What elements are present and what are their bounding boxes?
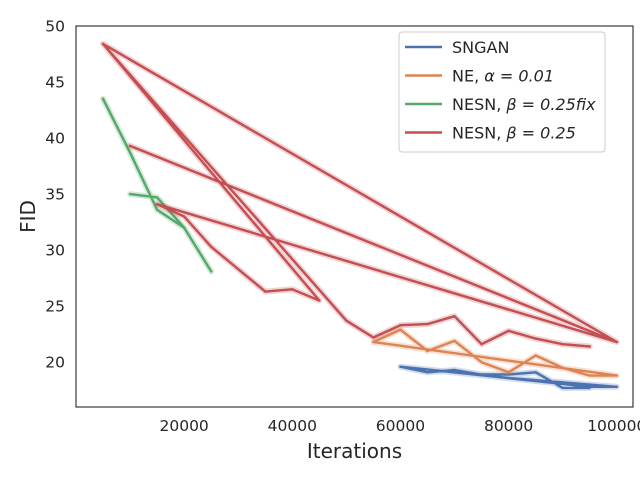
data-point: [399, 324, 402, 327]
data-point: [399, 365, 402, 368]
data-point: [561, 382, 564, 385]
data-point: [426, 349, 429, 353]
data-point: [615, 374, 618, 377]
data-point: [318, 299, 321, 302]
x-tick-label: 40000: [268, 417, 317, 435]
data-point: [453, 315, 456, 318]
data-point: [588, 345, 591, 348]
data-point: [507, 371, 510, 374]
data-point: [155, 196, 159, 199]
data-point: [183, 215, 186, 218]
data-point: [480, 361, 483, 364]
data-point: [372, 340, 375, 344]
data-point: [101, 97, 105, 101]
y-axis-label: FID: [16, 200, 40, 233]
y-tick-label: 30: [45, 242, 65, 260]
data-point: [372, 336, 375, 339]
data-point: [128, 192, 132, 196]
y-axis-ticks: 20 25 30 35 40 45 50: [45, 18, 65, 372]
y-tick-label: 50: [45, 18, 65, 36]
series-line-2: [101, 97, 213, 273]
x-axis-ticks: 20000 40000 60000 80000 100000: [159, 417, 640, 435]
legend: SNGAN NE, α = 0.01 NESN, β = 0.25fix NESN, …: [398, 31, 606, 153]
x-tick-label: 20000: [159, 417, 208, 435]
data-point: [426, 371, 429, 374]
x-tick-label: 60000: [376, 417, 425, 435]
data-point: [426, 322, 429, 326]
x-tick-label: 80000: [484, 417, 533, 435]
x-tick-label: 100000: [587, 417, 640, 435]
plot-frame: [75, 25, 634, 408]
data-point: [128, 151, 132, 154]
data-point: [128, 144, 132, 148]
y-tick-label: 20: [45, 354, 65, 372]
legend-label-0: SNGAN: [452, 38, 509, 57]
data-point: [155, 203, 159, 206]
data-point: [507, 329, 510, 332]
data-point: [101, 42, 105, 46]
data-point: [588, 374, 591, 377]
legend-box: [398, 31, 606, 153]
x-axis-label: Iterations: [307, 439, 402, 463]
data-point: [561, 366, 564, 369]
data-point: [291, 288, 294, 291]
legend-label-2: NESN, β = 0.25fix: [452, 95, 596, 114]
data-point: [588, 385, 591, 388]
data-point: [155, 208, 159, 211]
data-point: [345, 319, 348, 322]
data-point: [480, 373, 483, 376]
y-tick-label: 40: [45, 130, 65, 148]
data-point: [561, 386, 564, 390]
data-point: [615, 340, 618, 344]
data-point: [210, 245, 213, 248]
data-point: [453, 339, 456, 343]
data-point: [615, 385, 618, 388]
data-point: [183, 226, 186, 229]
y-tick-label: 25: [45, 298, 65, 316]
legend-label-1: NE, α = 0.01: [452, 67, 554, 86]
series-layer: [100, 40, 620, 391]
data-point: [507, 376, 510, 380]
data-point: [534, 354, 537, 357]
y-tick-label: 35: [45, 186, 65, 204]
data-point: [534, 337, 537, 340]
data-point: [210, 270, 213, 273]
data-point: [453, 368, 456, 372]
data-point: [534, 371, 537, 374]
data-point: [264, 290, 267, 293]
y-tick-label: 45: [45, 74, 65, 92]
legend-label-3: NESN, β = 0.25: [452, 124, 576, 143]
data-point: [399, 328, 402, 331]
data-point: [480, 343, 483, 346]
data-point: [561, 343, 564, 346]
data-point: [507, 373, 510, 376]
